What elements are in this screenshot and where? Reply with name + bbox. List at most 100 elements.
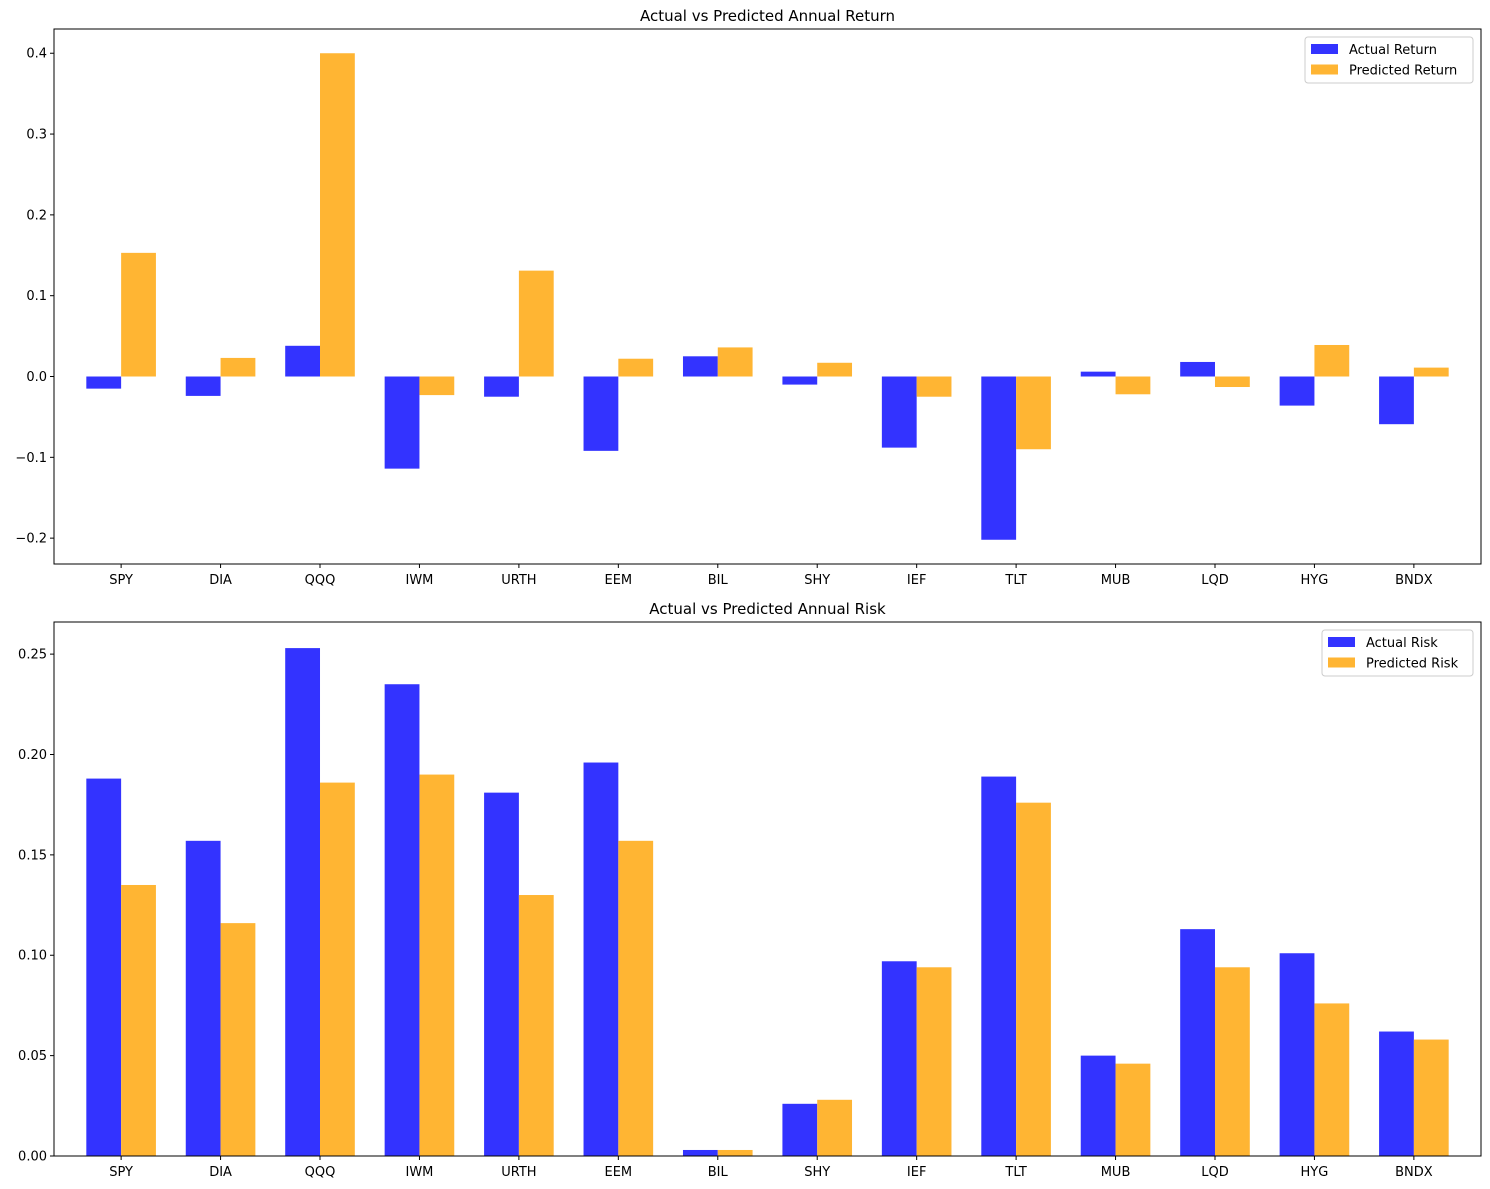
legend-box [1304,36,1474,84]
bar-actual-risk-shy [782,1103,818,1156]
x-tick-label: BNDX [1395,1165,1433,1180]
x-tick-label: BIL [708,573,729,588]
bar-predicted-return-spy [121,252,156,377]
x-tick-label: QQQ [305,573,336,588]
legend-swatch [1311,64,1338,75]
legend-label: Predicted Risk [1366,657,1459,672]
bar-predicted-return-bndx [1413,367,1449,377]
bar-predicted-return-urth [518,270,554,377]
bar-actual-risk-bil [682,1149,718,1156]
bar-actual-return-eem [583,376,619,451]
bar-predicted-risk-shy [817,1099,853,1156]
bar-predicted-risk-tlt [1016,802,1051,1156]
plot-frame [53,28,1482,565]
bar-predicted-return-tlt [1016,376,1051,450]
bar-predicted-return-ief [916,376,952,397]
x-tick-label: LQD [1201,573,1229,588]
x-tick-label: SHY [804,573,830,588]
x-tick-label: MUB [1101,573,1131,588]
bar-predicted-return-hyg [1314,344,1350,377]
legend-box [1321,629,1474,677]
bar-predicted-return-dia [220,357,256,377]
x-tick-label: SPY [109,1165,133,1180]
x-tick-label: URTH [501,573,536,588]
x-tick-label: MUB [1101,1165,1131,1180]
y-tick-label: 0.2 [26,208,47,223]
legend-swatch [1328,657,1355,668]
bar-actual-return-shy [782,376,818,385]
bar-actual-return-bndx [1379,376,1414,425]
bar-actual-return-hyg [1279,376,1315,406]
y-tick-label: 0.1 [26,289,47,304]
bar-predicted-risk-mub [1115,1063,1151,1156]
x-tick-label: IEF [907,573,927,588]
bar-actual-return-tlt [981,376,1017,540]
y-tick-label: −0.1 [15,451,47,466]
bar-actual-risk-tlt [981,776,1017,1156]
bar-predicted-risk-bil [717,1149,753,1156]
x-tick-label: BIL [708,1165,729,1180]
bar-predicted-risk-spy [121,884,156,1156]
y-tick-label: 0.10 [18,949,47,964]
bar-predicted-risk-urth [518,895,554,1156]
y-tick-label: 0.15 [18,848,47,863]
bar-actual-return-iwm [384,376,420,469]
bar-actual-return-qqq [285,345,321,377]
bar-predicted-return-mub [1115,376,1151,395]
bar-predicted-return-shy [817,362,853,377]
y-tick-label: 0.3 [26,128,47,143]
y-tick-label: 0.05 [18,1049,47,1064]
y-tick-label: 0.25 [18,648,47,663]
legend: Actual Return Predicted Return [1304,36,1474,84]
bar-actual-return-ief [881,376,917,448]
x-tick-label: QQQ [305,1165,336,1180]
x-tick-label: BNDX [1395,573,1433,588]
x-tick-label: IWM [405,573,433,588]
x-tick-label: IEF [907,1165,927,1180]
bar-predicted-risk-lqd [1214,967,1250,1156]
bar-actual-risk-eem [583,762,619,1156]
bar-actual-return-dia [185,376,221,396]
x-tick-label: SPY [109,573,133,588]
bar-actual-risk-mub [1080,1055,1116,1156]
bar-predicted-risk-qqq [320,782,355,1156]
bar-predicted-return-bil [717,347,753,377]
x-tick-label: TLT [1004,573,1026,588]
x-tick-label: HYG [1301,1165,1329,1180]
legend-swatch [1328,637,1355,647]
bar-predicted-risk-dia [220,923,256,1156]
chart-2: 0.00 0.05 0.10 0.15 0.20 0.25 SPY DIA QQQ IWM URTH… [18,600,1482,1180]
y-tick-label: 0.0 [26,370,47,385]
x-tick-label: EEM [605,1165,633,1180]
y-tick-label: 0.00 [18,1150,47,1165]
bar-actual-risk-dia [185,840,221,1156]
bar-actual-risk-ief [881,961,917,1156]
bar-predicted-return-iwm [419,376,455,396]
x-tick-label: EEM [605,573,633,588]
bar-predicted-risk-iwm [419,774,455,1156]
bar-actual-risk-lqd [1180,929,1215,1156]
bar-actual-return-spy [86,376,122,389]
x-tick-label: TLT [1004,1165,1026,1180]
bar-predicted-return-qqq [320,53,355,377]
y-tick-label: −0.2 [15,532,47,547]
legend-swatch [1311,44,1338,54]
plot-frame [53,621,1482,1157]
chart-1: −0.2 −0.1 0.0 0.1 0.2 0.3 0.4 SPY DIA QQQ IWM URTH E… [15,7,1482,588]
x-tick-label: URTH [501,1165,536,1180]
bar-actual-return-mub [1080,371,1116,377]
legend-label: Predicted Return [1349,64,1457,79]
chart-title: Actual vs Predicted Annual Risk [649,600,886,618]
bar-actual-risk-spy [86,778,122,1156]
legend: Actual Risk Predicted Risk [1321,629,1474,677]
bar-actual-return-lqd [1180,361,1215,377]
legend-label: Actual Risk [1366,636,1438,651]
bar-actual-risk-hyg [1279,953,1315,1156]
bar-predicted-return-eem [618,358,654,377]
bar-actual-return-bil [682,356,718,377]
y-tick-label: 0.4 [26,47,47,62]
x-tick-label: SHY [804,1165,830,1180]
bar-actual-return-urth [484,376,519,397]
x-tick-label: HYG [1301,573,1329,588]
